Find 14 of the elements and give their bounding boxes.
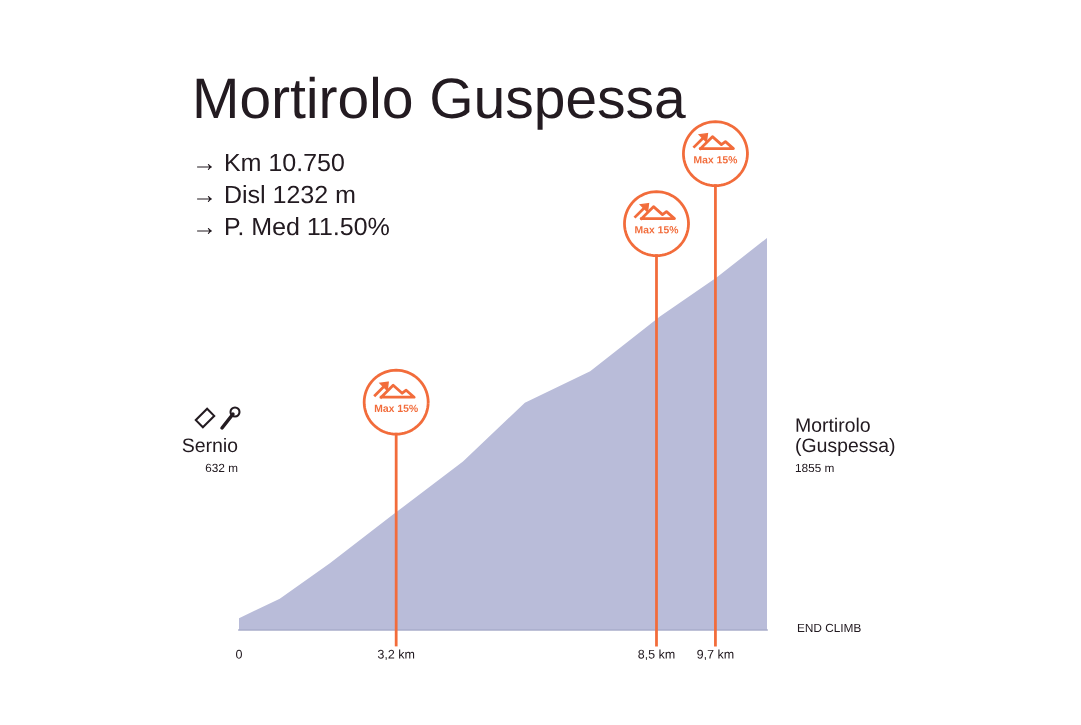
- chart-subtitle: → Km 10.750 → Disl 1232 m → P. Med 11.50%: [197, 153, 389, 236]
- x-tick-label: 3,2 km: [377, 649, 415, 661]
- ref-line-label: Max 15%: [635, 226, 679, 234]
- x-tick-label: 0: [236, 649, 242, 659]
- ref-line-label: Max 15%: [374, 404, 418, 413]
- text: 632 m: [205, 463, 238, 473]
- x-tick-label: 8,5 km: [638, 649, 675, 661]
- text: END CLIMB: [797, 623, 861, 633]
- ref-line-label: Max 15%: [694, 156, 738, 164]
- text: Mortirolo (Guspessa): [796, 417, 895, 457]
- x-tick-label: 9,7 km: [697, 649, 734, 661]
- chart-title: Mortirolo Guspessa: [196, 76, 686, 130]
- text: Sernio: [182, 437, 238, 453]
- text: 1855 m: [795, 463, 834, 473]
